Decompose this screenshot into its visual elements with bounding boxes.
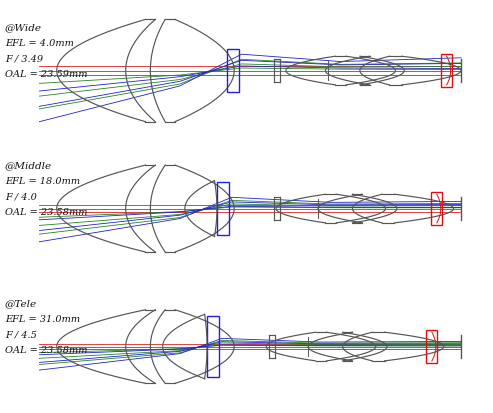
Bar [207, 316, 219, 377]
Text: @Tele: @Tele [5, 298, 37, 307]
Bar [431, 193, 442, 225]
Bar [217, 183, 229, 235]
Bar [227, 50, 239, 93]
Text: OAL = 23.59mm: OAL = 23.59mm [5, 70, 87, 79]
Bar [426, 330, 437, 363]
Text: EFL = 4.0mm: EFL = 4.0mm [5, 39, 74, 48]
Text: OAL = 23.58mm: OAL = 23.58mm [5, 345, 87, 354]
Text: F / 4.0: F / 4.0 [5, 192, 37, 201]
Text: F / 3.49: F / 3.49 [5, 55, 43, 64]
Bar [441, 55, 452, 88]
Text: EFL = 31.0mm: EFL = 31.0mm [5, 315, 80, 323]
Text: @Wide: @Wide [5, 23, 42, 32]
Text: OAL = 23.58mm: OAL = 23.58mm [5, 207, 87, 216]
Text: @Middle: @Middle [5, 161, 52, 170]
Text: F / 4.5: F / 4.5 [5, 330, 37, 339]
Text: EFL = 18.0mm: EFL = 18.0mm [5, 177, 80, 186]
